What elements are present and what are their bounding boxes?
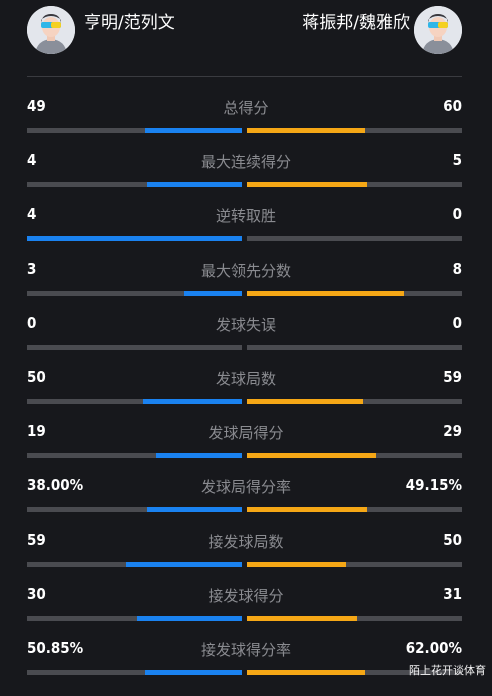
right-bar-fill	[247, 507, 368, 513]
right-stat-value: 0	[452, 313, 462, 332]
left-bar-fill	[147, 507, 242, 513]
left-bar-track	[27, 182, 242, 188]
right-stat-value: 49.15%	[405, 476, 462, 495]
right-stat-value: 62.00%	[405, 639, 462, 657]
stat-row: 发球失误 0 0	[0, 313, 492, 371]
right-stat-value: 50	[443, 530, 462, 549]
stat-row: 发球局数 50 59	[0, 368, 492, 425]
right-bar-track	[247, 507, 462, 513]
left-bar-fill	[136, 615, 242, 621]
stat-label: 接发球得分	[208, 586, 284, 605]
left-stat-value: 19	[27, 422, 46, 441]
right-bar-track	[247, 399, 462, 404]
stat-label: 最大连续得分	[200, 153, 291, 172]
right-bar-fill	[247, 670, 366, 675]
stat-row: 接发球得分率 50.85% 62.00%	[0, 639, 492, 696]
stat-row: 接发球局数 59 50	[0, 530, 492, 588]
right-bar-fill	[247, 182, 368, 188]
right-bar-fill	[247, 615, 357, 621]
stat-label: 接发球得分率	[200, 641, 291, 659]
stat-row: 发球局得分 19 29	[0, 422, 492, 479]
left-stat-value: 3	[27, 259, 37, 278]
left-bar-fill	[147, 182, 242, 188]
stat-label: 总得分	[223, 99, 269, 117]
right-bar-fill	[247, 453, 376, 459]
left-bar-track	[27, 290, 242, 296]
left-bar-track	[27, 670, 242, 675]
left-player-avatar[interactable]	[27, 6, 75, 54]
stat-row: 总得分 49 60	[0, 97, 492, 154]
stat-row: 发球局得分率 38.00% 49.15%	[0, 476, 492, 533]
left-bar-fill	[145, 670, 242, 675]
right-bar-track	[247, 236, 462, 242]
right-bar-track	[247, 615, 462, 621]
right-bar-track	[247, 290, 462, 296]
left-bar-fill	[125, 561, 242, 567]
right-player-avatar[interactable]	[414, 6, 462, 54]
stat-row: 接发球得分 30 31	[0, 584, 492, 642]
left-bar-fill	[143, 399, 242, 404]
right-bar-fill	[247, 561, 346, 567]
stat-label: 逆转取胜	[215, 207, 276, 226]
left-bar-fill	[145, 128, 242, 133]
left-bar-track	[27, 453, 242, 459]
match-header: 亨明/范列文 蒋振邦/魏雅欣	[0, 0, 492, 78]
stat-row: 逆转取胜 4 0	[0, 205, 492, 262]
stat-label: 接发球局数	[208, 532, 284, 551]
stat-label: 发球局得分	[208, 424, 284, 443]
left-stat-value: 38.00%	[27, 476, 84, 495]
right-bar-fill	[247, 399, 364, 404]
player-avatar-icon	[27, 6, 75, 54]
right-stat-value: 60	[443, 97, 462, 115]
left-stat-value: 0	[27, 313, 37, 332]
right-stat-value: 8	[452, 259, 462, 278]
stat-label: 发球失误	[215, 315, 276, 334]
stat-label: 发球局得分率	[200, 478, 291, 497]
right-stat-value: 5	[452, 151, 462, 170]
left-stat-value: 50	[27, 368, 46, 386]
right-bar-track	[247, 128, 462, 133]
left-bar-track	[27, 128, 242, 133]
right-team-name: 蒋振邦/魏雅欣	[302, 13, 410, 33]
left-stat-value: 59	[27, 530, 46, 549]
left-bar-track	[27, 561, 242, 567]
left-stat-value: 4	[27, 151, 37, 170]
stat-label: 最大领先分数	[200, 261, 291, 280]
right-stat-value: 59	[443, 368, 462, 386]
left-stat-value: 49	[27, 97, 46, 115]
left-bar-track	[27, 236, 242, 242]
watermark: 陌上花开谈体育	[409, 664, 486, 677]
right-stat-value: 31	[443, 584, 462, 603]
left-bar-fill	[183, 290, 242, 296]
header-divider	[27, 76, 462, 77]
left-bar-track	[27, 399, 242, 404]
left-bar-track	[27, 615, 242, 621]
left-stat-value: 30	[27, 584, 46, 603]
stat-label: 发球局数	[215, 370, 276, 388]
right-bar-track	[247, 182, 462, 188]
left-team-name: 亨明/范列文	[84, 13, 175, 33]
right-bar-track	[247, 561, 462, 567]
left-stat-value: 50.85%	[27, 639, 84, 657]
stat-row: 最大领先分数 3 8	[0, 259, 492, 317]
right-stat-value: 0	[452, 205, 462, 224]
right-bar-track	[247, 670, 462, 675]
player-avatar-icon	[414, 6, 462, 54]
right-bar-fill	[247, 128, 366, 133]
left-bar-fill	[156, 453, 242, 459]
left-bar-track	[27, 344, 242, 350]
right-stat-value: 29	[443, 422, 462, 441]
stat-row: 最大连续得分 4 5	[0, 151, 492, 208]
right-bar-track	[247, 453, 462, 459]
right-bar-track	[247, 344, 462, 350]
right-bar-fill	[247, 290, 404, 296]
left-stat-value: 4	[27, 205, 37, 224]
left-bar-fill	[27, 236, 242, 242]
left-bar-track	[27, 507, 242, 513]
